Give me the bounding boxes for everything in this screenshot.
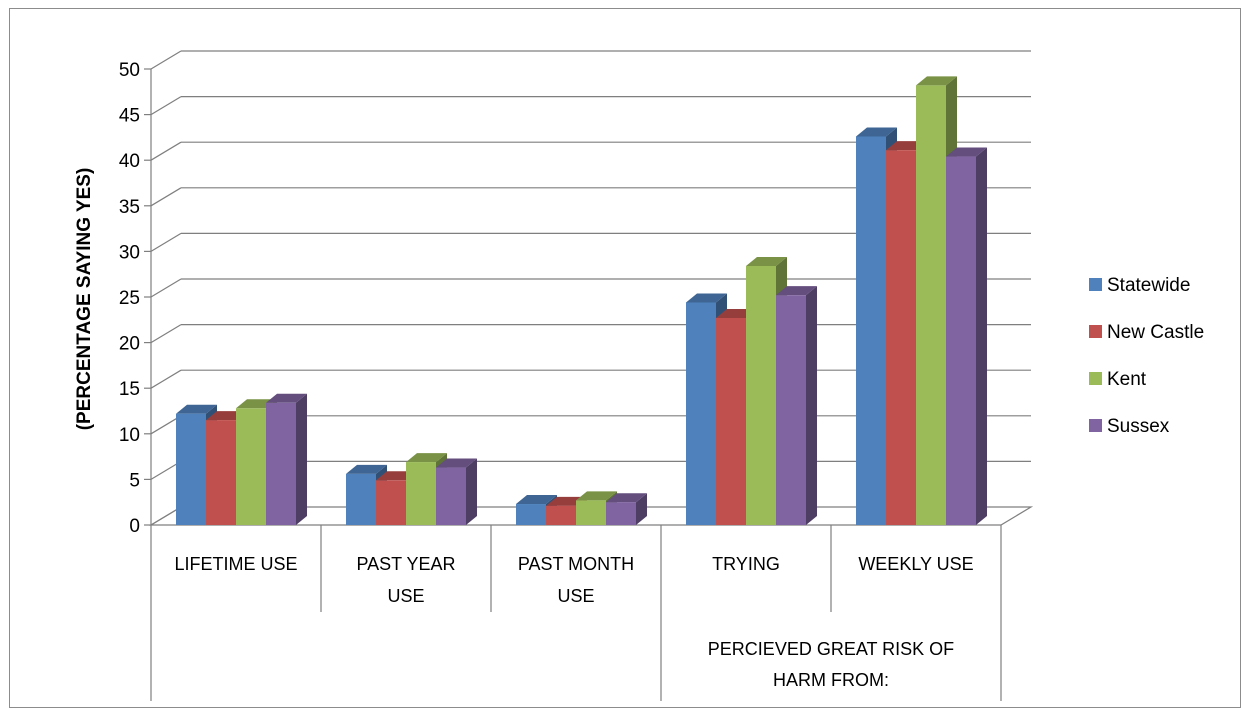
gridline-wall bbox=[150, 141, 182, 161]
bars bbox=[176, 76, 987, 525]
y-tick-label: 25 bbox=[119, 288, 140, 309]
legend-swatch bbox=[1089, 325, 1102, 338]
y-tick-label: 15 bbox=[119, 379, 140, 400]
bar-sussex-0 bbox=[266, 393, 307, 525]
gridline-wall bbox=[150, 96, 182, 116]
y-tick-label: 30 bbox=[119, 242, 140, 263]
legend-label: Statewide bbox=[1107, 275, 1190, 296]
chart-frame: 0 5 10 15 20 25 30 35 40 45 50 LIFETIME USE PAST YE… bbox=[9, 8, 1241, 708]
category-label: TRYING bbox=[712, 554, 780, 574]
gridline-wall bbox=[150, 369, 182, 389]
gridline-wall bbox=[150, 187, 182, 207]
legend-swatch bbox=[1089, 278, 1102, 291]
y-tick-label: 20 bbox=[119, 334, 140, 355]
bar-sussex-2 bbox=[606, 493, 647, 525]
y-tick-label: 0 bbox=[129, 516, 140, 537]
y-tick-label: 35 bbox=[119, 197, 140, 218]
category-label: PAST MONTH bbox=[518, 554, 634, 574]
bar-sussex-1 bbox=[436, 458, 477, 525]
gridline-wall bbox=[150, 50, 182, 70]
y-axis-title: (PERCENTAGE SAYING YES) bbox=[74, 168, 95, 431]
legend-item-statewide: Statewide bbox=[1089, 275, 1190, 296]
bar-sussex-4 bbox=[946, 147, 987, 525]
legend-swatch bbox=[1089, 419, 1102, 432]
bar-sussex-3 bbox=[776, 286, 817, 525]
gridline-wall bbox=[150, 324, 182, 344]
y-tick-label: 50 bbox=[119, 60, 140, 81]
legend-swatch bbox=[1089, 372, 1102, 385]
group-label: HARM FROM: bbox=[773, 670, 889, 690]
y-tick-label: 40 bbox=[119, 151, 140, 172]
y-tick-label: 5 bbox=[129, 470, 140, 491]
gridline-wall bbox=[150, 232, 182, 252]
legend-label: Sussex bbox=[1107, 416, 1170, 437]
legend-label: Kent bbox=[1107, 369, 1147, 390]
y-tick-label: 10 bbox=[119, 425, 140, 446]
category-label: PAST YEAR bbox=[356, 554, 455, 574]
legend-item-new-castle: New Castle bbox=[1089, 322, 1204, 343]
gridline-wall bbox=[150, 278, 182, 298]
category-label: USE bbox=[557, 586, 594, 606]
group-label: PERCIEVED GREAT RISK OF bbox=[708, 639, 954, 659]
y-tick-label: 45 bbox=[119, 106, 140, 127]
category-label: USE bbox=[387, 586, 424, 606]
legend-item-sussex: Sussex bbox=[1089, 416, 1170, 437]
bar-chart: 0 5 10 15 20 25 30 35 40 45 50 LIFETIME USE PAST YE… bbox=[74, 50, 1204, 701]
axes: 0 5 10 15 20 25 30 35 40 45 50 bbox=[119, 60, 1034, 537]
legend: Statewide New Castle Kent Sussex bbox=[1089, 275, 1204, 437]
legend-label: New Castle bbox=[1107, 322, 1204, 343]
category-label: LIFETIME USE bbox=[174, 554, 297, 574]
legend-item-kent: Kent bbox=[1089, 369, 1147, 390]
category-label: WEEKLY USE bbox=[858, 554, 973, 574]
category-axis: LIFETIME USE PAST YEAR USE PAST MONTH USE TRY… bbox=[150, 525, 1002, 701]
